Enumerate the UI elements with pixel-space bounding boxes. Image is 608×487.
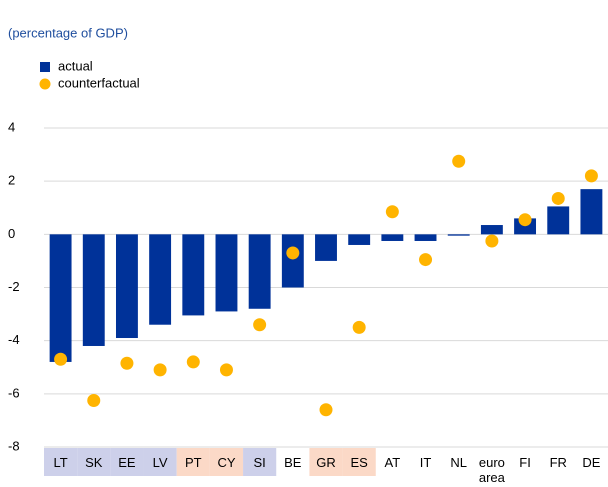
label-highlight [309,448,343,476]
point [153,363,167,377]
y-tick-label: 2 [8,173,15,188]
x-tick-label: FR [549,455,567,470]
y-tick-label: 0 [8,226,15,241]
x-tick-label: CY [217,455,236,470]
label-highlight [77,448,111,476]
x-tick-label: LV [152,455,168,470]
label-highlight [176,448,210,476]
bar [182,234,205,316]
label-highlight [110,448,144,476]
point [286,246,300,260]
bar [248,234,271,309]
point [584,169,598,183]
x-tick-label: LT [53,455,68,470]
x-tick-label: EE [118,455,136,470]
point [385,205,399,219]
y-tick-label: -2 [8,279,20,294]
bar [49,234,72,362]
y-tick-label: -4 [8,332,20,347]
point [352,320,366,334]
point [87,393,101,407]
x-tick-label: IT [419,455,432,470]
label-highlight [209,448,244,476]
bar [115,234,138,339]
x-tick-label: FI [519,455,531,470]
bar [281,234,304,288]
y-tick-label: -8 [8,438,20,453]
bar [215,234,238,312]
label-highlight [342,448,376,476]
point [54,352,68,366]
legend-label: actual [58,58,93,73]
y-tick-label: 4 [8,119,15,134]
bar [381,234,404,241]
y-tick-label: -6 [8,385,20,400]
subtitle: (percentage of GDP) [8,25,128,40]
point [485,234,499,248]
bar [580,189,603,235]
point [120,356,134,370]
label-highlight [44,448,78,476]
point [419,253,433,267]
x-tick-label: SI [253,455,266,470]
bar [447,234,470,236]
bar [315,234,337,261]
x-tick-label: SK [85,455,103,470]
bar [480,225,503,235]
point [518,213,532,227]
bar [414,234,437,241]
bar [547,206,570,235]
label-highlight [143,448,177,476]
x-tick-label: BE [284,455,302,470]
x-tick-label: GR [316,455,336,470]
legend-label: counterfactual [58,75,140,90]
x-tick-label: AT [384,455,401,470]
bar [82,234,105,346]
x-tick-label: ES [350,455,368,470]
point [219,363,233,377]
x-tick-label: DE [582,455,601,470]
legend-swatch [39,78,51,90]
point [186,355,200,369]
label-highlight [243,448,277,476]
x-tick-label: euro area [478,455,505,485]
point [253,318,267,332]
bar [149,234,172,325]
x-tick-label: PT [184,455,202,470]
point [452,154,466,168]
x-tick-label: NL [450,455,468,470]
point [551,191,565,205]
legend-swatch [40,62,50,72]
bar [348,234,371,245]
point [319,403,333,417]
